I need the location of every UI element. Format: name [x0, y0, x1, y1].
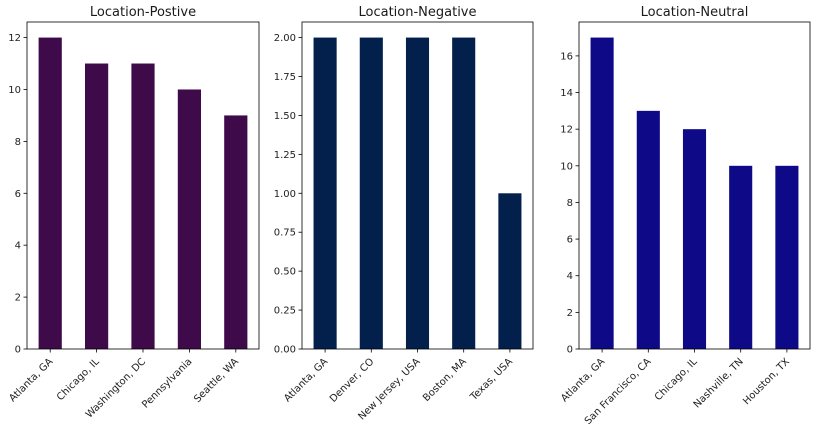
xtick-label-neutral-5: Houston, TX [741, 356, 792, 407]
chart-title-negative: Location-Negative [358, 5, 476, 20]
xtick-label-positive-1: Atlanta, GA [7, 356, 55, 404]
ytick-label-neutral-5: 10 [560, 161, 573, 172]
xtick-label-neutral-1: Atlanta, GA [559, 356, 607, 404]
ytick-label-neutral-8: 16 [560, 51, 573, 62]
chart-negative: 0.00 0.25 0.50 0.75 1.00 1.25 1.50 1.75 2.00 Atla… [274, 5, 534, 422]
ytick-label-negative-0: 0.00 [274, 345, 296, 356]
bar-negative-3 [405, 37, 430, 349]
bar-neutral-3 [682, 129, 707, 349]
bar-positive-2 [85, 63, 109, 350]
xtick-label-neutral-3: Chicago, IL [653, 356, 700, 403]
xtick-label-positive-5: Seattle, WA [192, 356, 241, 405]
bar-negative-1 [313, 37, 337, 349]
ytick-label-positive-0: 0 [15, 345, 21, 356]
ytick-label-positive-1: 2 [15, 293, 21, 304]
bar-neutral-5 [775, 165, 799, 349]
xtick-label-negative-1: Atlanta, GA [282, 356, 330, 404]
ytick-label-neutral-1: 2 [567, 308, 573, 319]
xtick-label-negative-4: Boston, MA [421, 356, 469, 404]
ytick-label-negative-4: 1.00 [274, 189, 296, 200]
chart-title-neutral: Location-Neutral [641, 5, 749, 20]
xtick-label-negative-5: Texas, USA [468, 356, 515, 403]
bar-positive-3 [131, 63, 155, 350]
ytick-label-negative-7: 1.75 [274, 72, 296, 83]
ytick-label-negative-5: 1.25 [274, 150, 296, 161]
xtick-label-positive-2: Chicago, IL [55, 356, 102, 403]
xtick-label-positive-4: Pennsylvania [140, 356, 194, 410]
xtick-label-negative-2: Denver, CO [328, 356, 377, 405]
ytick-label-positive-2: 4 [15, 241, 21, 252]
bar-negative-2 [359, 37, 383, 349]
bar-negative-5 [498, 193, 522, 349]
bar-negative-4 [452, 37, 476, 349]
ytick-label-positive-6: 12 [8, 33, 21, 44]
ytick-label-neutral-7: 14 [560, 88, 573, 99]
ytick-label-positive-5: 10 [8, 85, 21, 96]
ytick-label-neutral-4: 8 [567, 198, 573, 209]
bar-neutral-1 [590, 37, 614, 349]
ytick-label-neutral-3: 6 [567, 235, 573, 246]
bar-neutral-4 [729, 165, 753, 349]
ytick-label-negative-8: 2.00 [274, 33, 296, 44]
chart-title-positive: Location-Postive [90, 5, 196, 20]
ytick-label-neutral-0: 0 [567, 345, 573, 356]
ytick-label-neutral-2: 4 [567, 271, 573, 282]
bar-neutral-2 [636, 110, 660, 349]
ytick-label-neutral-6: 12 [560, 125, 573, 136]
ytick-label-positive-3: 6 [15, 189, 21, 200]
bar-positive-1 [38, 37, 62, 349]
xtick-label-neutral-4: Nashville, TN [692, 356, 746, 410]
bar-positive-5 [224, 115, 248, 350]
ytick-label-negative-6: 1.50 [274, 111, 296, 122]
bar-positive-4 [177, 89, 201, 349]
ytick-label-negative-2: 0.50 [274, 267, 296, 278]
ytick-label-negative-1: 0.25 [274, 306, 296, 317]
ytick-label-positive-4: 8 [15, 137, 21, 148]
ytick-label-negative-3: 0.75 [274, 228, 296, 239]
